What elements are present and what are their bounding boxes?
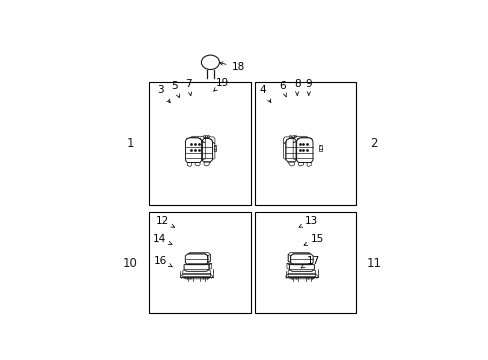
Text: 10: 10 <box>122 257 137 270</box>
Text: 3: 3 <box>157 85 170 103</box>
Text: 9: 9 <box>305 79 311 95</box>
Bar <box>254 82 355 205</box>
Text: 2: 2 <box>369 137 377 150</box>
Text: 16: 16 <box>154 256 172 267</box>
Text: 14: 14 <box>153 234 172 244</box>
Text: 19: 19 <box>213 77 229 91</box>
Text: 7: 7 <box>184 79 191 96</box>
Bar <box>254 212 355 314</box>
Text: 8: 8 <box>293 79 300 95</box>
Text: 12: 12 <box>156 216 174 227</box>
Text: 15: 15 <box>304 234 323 246</box>
Text: 1: 1 <box>126 137 134 150</box>
Text: 11: 11 <box>366 257 381 270</box>
Bar <box>149 212 250 314</box>
Bar <box>149 82 250 205</box>
Text: 18: 18 <box>219 62 244 72</box>
Text: 13: 13 <box>299 216 318 227</box>
Text: 17: 17 <box>301 256 319 268</box>
Text: 5: 5 <box>171 81 179 98</box>
Text: 4: 4 <box>259 85 270 103</box>
Text: 6: 6 <box>279 81 286 97</box>
